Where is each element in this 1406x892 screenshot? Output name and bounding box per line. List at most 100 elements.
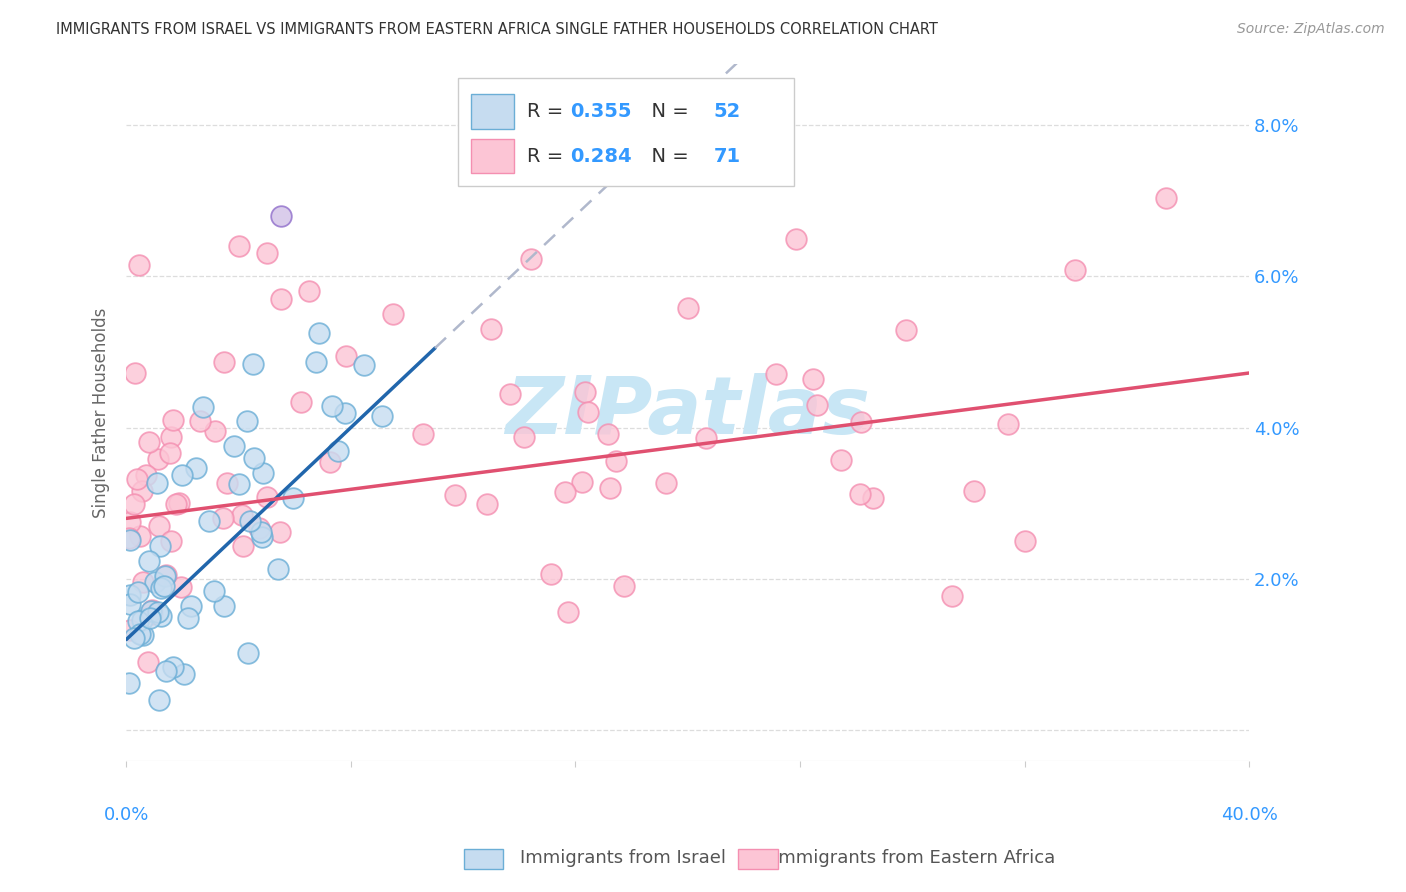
Point xyxy=(141,607,163,621)
Text: 52: 52 xyxy=(713,102,741,121)
Point xyxy=(169,580,191,594)
Point xyxy=(269,524,291,539)
Point xyxy=(381,307,404,321)
Text: 40.0%: 40.0% xyxy=(1220,806,1278,824)
Point xyxy=(576,405,599,419)
Text: N =: N = xyxy=(640,146,696,166)
Point xyxy=(162,413,184,427)
Text: IMMIGRANTS FROM ISRAEL VS IMMIGRANTS FROM EASTERN AFRICA SINGLE FATHER HOUSEHOLD: IMMIGRANTS FROM ISRAEL VS IMMIGRANTS FRO… xyxy=(56,22,938,37)
Point xyxy=(250,525,273,540)
Text: Source: ZipAtlas.com: Source: ZipAtlas.com xyxy=(1237,22,1385,37)
Point xyxy=(997,417,1019,432)
Text: Immigrants from Eastern Africa: Immigrants from Eastern Africa xyxy=(773,849,1056,867)
Point xyxy=(129,529,152,543)
Point xyxy=(131,483,153,498)
Point xyxy=(513,430,536,444)
Point xyxy=(256,246,278,260)
Point xyxy=(862,491,884,505)
Point xyxy=(963,483,986,498)
Point xyxy=(599,481,621,495)
Point xyxy=(197,515,219,529)
Text: 0.355: 0.355 xyxy=(569,102,631,121)
Point xyxy=(224,439,246,453)
Point xyxy=(335,350,357,364)
Point xyxy=(1014,534,1036,549)
Point xyxy=(188,414,211,428)
Point xyxy=(118,533,141,548)
Point xyxy=(128,627,150,641)
Point xyxy=(155,567,177,582)
Point xyxy=(803,372,825,386)
Point xyxy=(172,468,194,483)
Point xyxy=(477,497,499,511)
Point xyxy=(146,452,169,467)
Point xyxy=(155,568,177,582)
Point xyxy=(120,623,142,637)
FancyBboxPatch shape xyxy=(471,94,513,128)
Point xyxy=(605,453,627,467)
Point xyxy=(145,476,167,491)
Point xyxy=(215,476,238,491)
Point xyxy=(1154,191,1177,205)
Point xyxy=(146,605,169,619)
Point xyxy=(830,453,852,467)
Point xyxy=(596,427,619,442)
Point xyxy=(894,323,917,337)
Point xyxy=(574,385,596,400)
FancyBboxPatch shape xyxy=(457,78,794,186)
Text: R =: R = xyxy=(527,146,569,166)
Point xyxy=(204,424,226,438)
Point xyxy=(124,366,146,380)
Point xyxy=(149,539,172,553)
Point xyxy=(148,518,170,533)
Point xyxy=(321,399,343,413)
Point xyxy=(135,467,157,482)
Text: N =: N = xyxy=(640,102,696,121)
Point xyxy=(211,511,233,525)
Point xyxy=(228,477,250,491)
Point xyxy=(212,599,235,613)
Point xyxy=(353,358,375,372)
Point xyxy=(155,664,177,678)
Point xyxy=(371,409,394,423)
Point xyxy=(120,588,142,602)
Point xyxy=(236,414,259,428)
Point xyxy=(444,488,467,502)
Point xyxy=(540,566,562,581)
Point xyxy=(520,252,543,267)
Point xyxy=(150,609,173,624)
Point xyxy=(139,604,162,618)
Point xyxy=(499,387,522,401)
Point xyxy=(655,475,678,490)
Point xyxy=(138,434,160,449)
Point xyxy=(138,553,160,567)
Point xyxy=(202,584,225,599)
Point xyxy=(239,515,262,529)
Point xyxy=(298,284,321,298)
Text: 0.284: 0.284 xyxy=(569,146,631,166)
Point xyxy=(150,581,173,595)
Point xyxy=(242,358,264,372)
Point xyxy=(250,530,273,544)
Point xyxy=(232,539,254,553)
Point xyxy=(131,613,153,627)
Y-axis label: Single Father Households: Single Father Households xyxy=(93,307,110,517)
Point xyxy=(412,426,434,441)
Point xyxy=(120,597,142,611)
Point xyxy=(212,355,235,369)
Point xyxy=(159,446,181,460)
Point xyxy=(247,521,270,535)
Point xyxy=(228,239,250,253)
Point xyxy=(849,487,872,501)
Point xyxy=(136,655,159,669)
Point xyxy=(118,675,141,690)
Point xyxy=(231,508,253,522)
Point xyxy=(191,401,214,415)
Point xyxy=(479,322,502,336)
Point xyxy=(139,611,162,625)
Point xyxy=(571,475,593,489)
Point xyxy=(849,416,872,430)
Point xyxy=(304,355,326,369)
Point xyxy=(128,258,150,272)
Point xyxy=(124,497,146,511)
